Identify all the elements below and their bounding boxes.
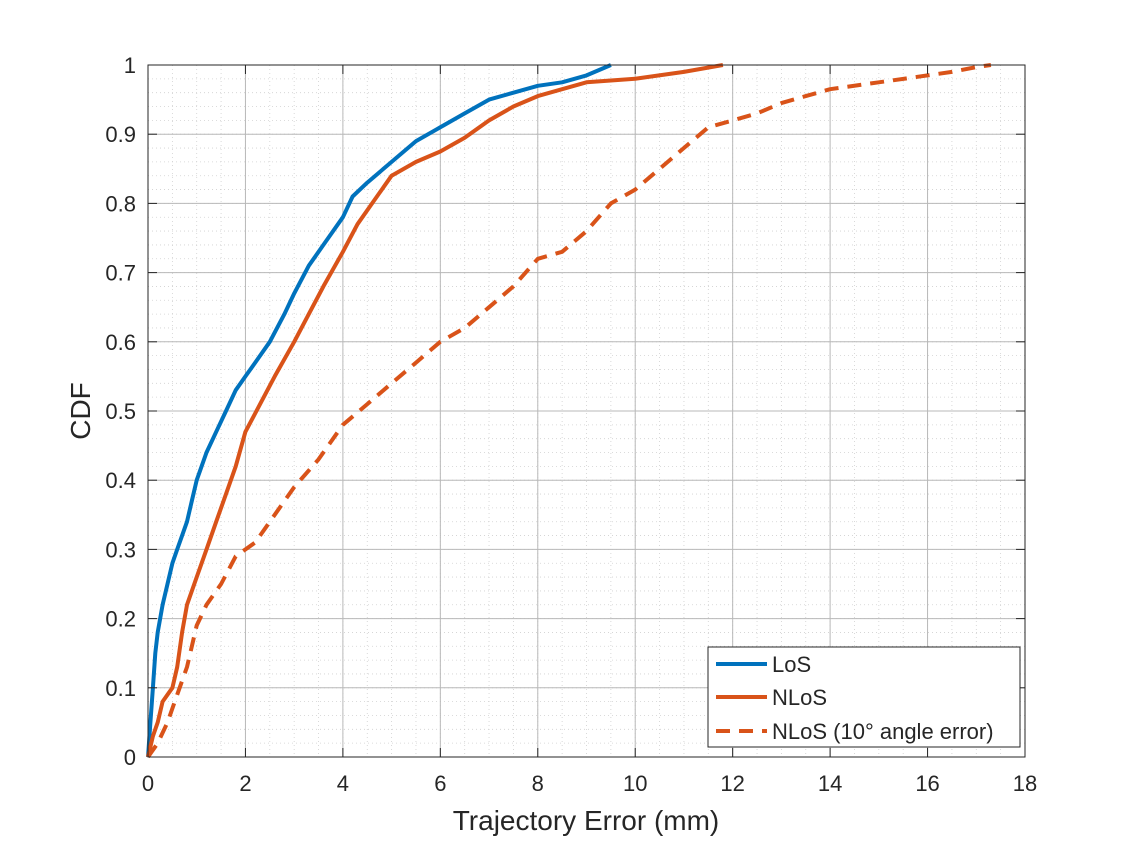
y-tick-label: 0.6 bbox=[105, 330, 136, 355]
y-tick-label: 1 bbox=[124, 53, 136, 78]
legend-label-los: LoS bbox=[772, 652, 811, 677]
x-tick-label: 18 bbox=[1013, 771, 1037, 796]
legend: LoS NLoS NLoS (10° angle error) bbox=[707, 646, 1021, 748]
legend-label-nlos: NLoS bbox=[772, 685, 827, 710]
y-tick-label: 0.3 bbox=[105, 537, 136, 562]
x-tick-label: 8 bbox=[532, 771, 544, 796]
y-tick-label: 0.4 bbox=[105, 468, 136, 493]
x-tick-label: 14 bbox=[818, 771, 842, 796]
series-line-los bbox=[146, 63, 612, 758]
x-axis-label: Trajectory Error (mm) bbox=[453, 805, 720, 836]
y-axis-label: CDF bbox=[65, 382, 96, 440]
y-tick-label: 0.2 bbox=[105, 607, 136, 632]
series-layer bbox=[146, 63, 992, 759]
y-tick-label: 0.8 bbox=[105, 191, 136, 216]
axis-ticks bbox=[147, 64, 1026, 758]
x-tick-label: 0 bbox=[142, 771, 154, 796]
series-line-nlos bbox=[146, 63, 724, 758]
x-tick-label: 4 bbox=[337, 771, 349, 796]
x-tick-label: 6 bbox=[434, 771, 446, 796]
x-tick-label: 16 bbox=[915, 771, 939, 796]
series-line-nlos-10-angle-error bbox=[146, 63, 992, 759]
y-tick-label: 0.7 bbox=[105, 261, 136, 286]
y-tick-label: 0.9 bbox=[105, 122, 136, 147]
y-tick-label: 0.1 bbox=[105, 676, 136, 701]
y-tick-label: 0 bbox=[124, 745, 136, 770]
x-tick-label: 2 bbox=[239, 771, 251, 796]
x-tick-label: 10 bbox=[623, 771, 647, 796]
tick-labels: 0 2 4 6 8 10 12 14 16 18 0 0.1 0.2 0.3 0.4 0.5 0.6 0.7 0.8… bbox=[105, 53, 1037, 796]
y-tick-label: 0.5 bbox=[105, 399, 136, 424]
x-tick-label: 12 bbox=[720, 771, 744, 796]
legend-label-nlos-angle-error: NLoS (10° angle error) bbox=[772, 719, 994, 744]
